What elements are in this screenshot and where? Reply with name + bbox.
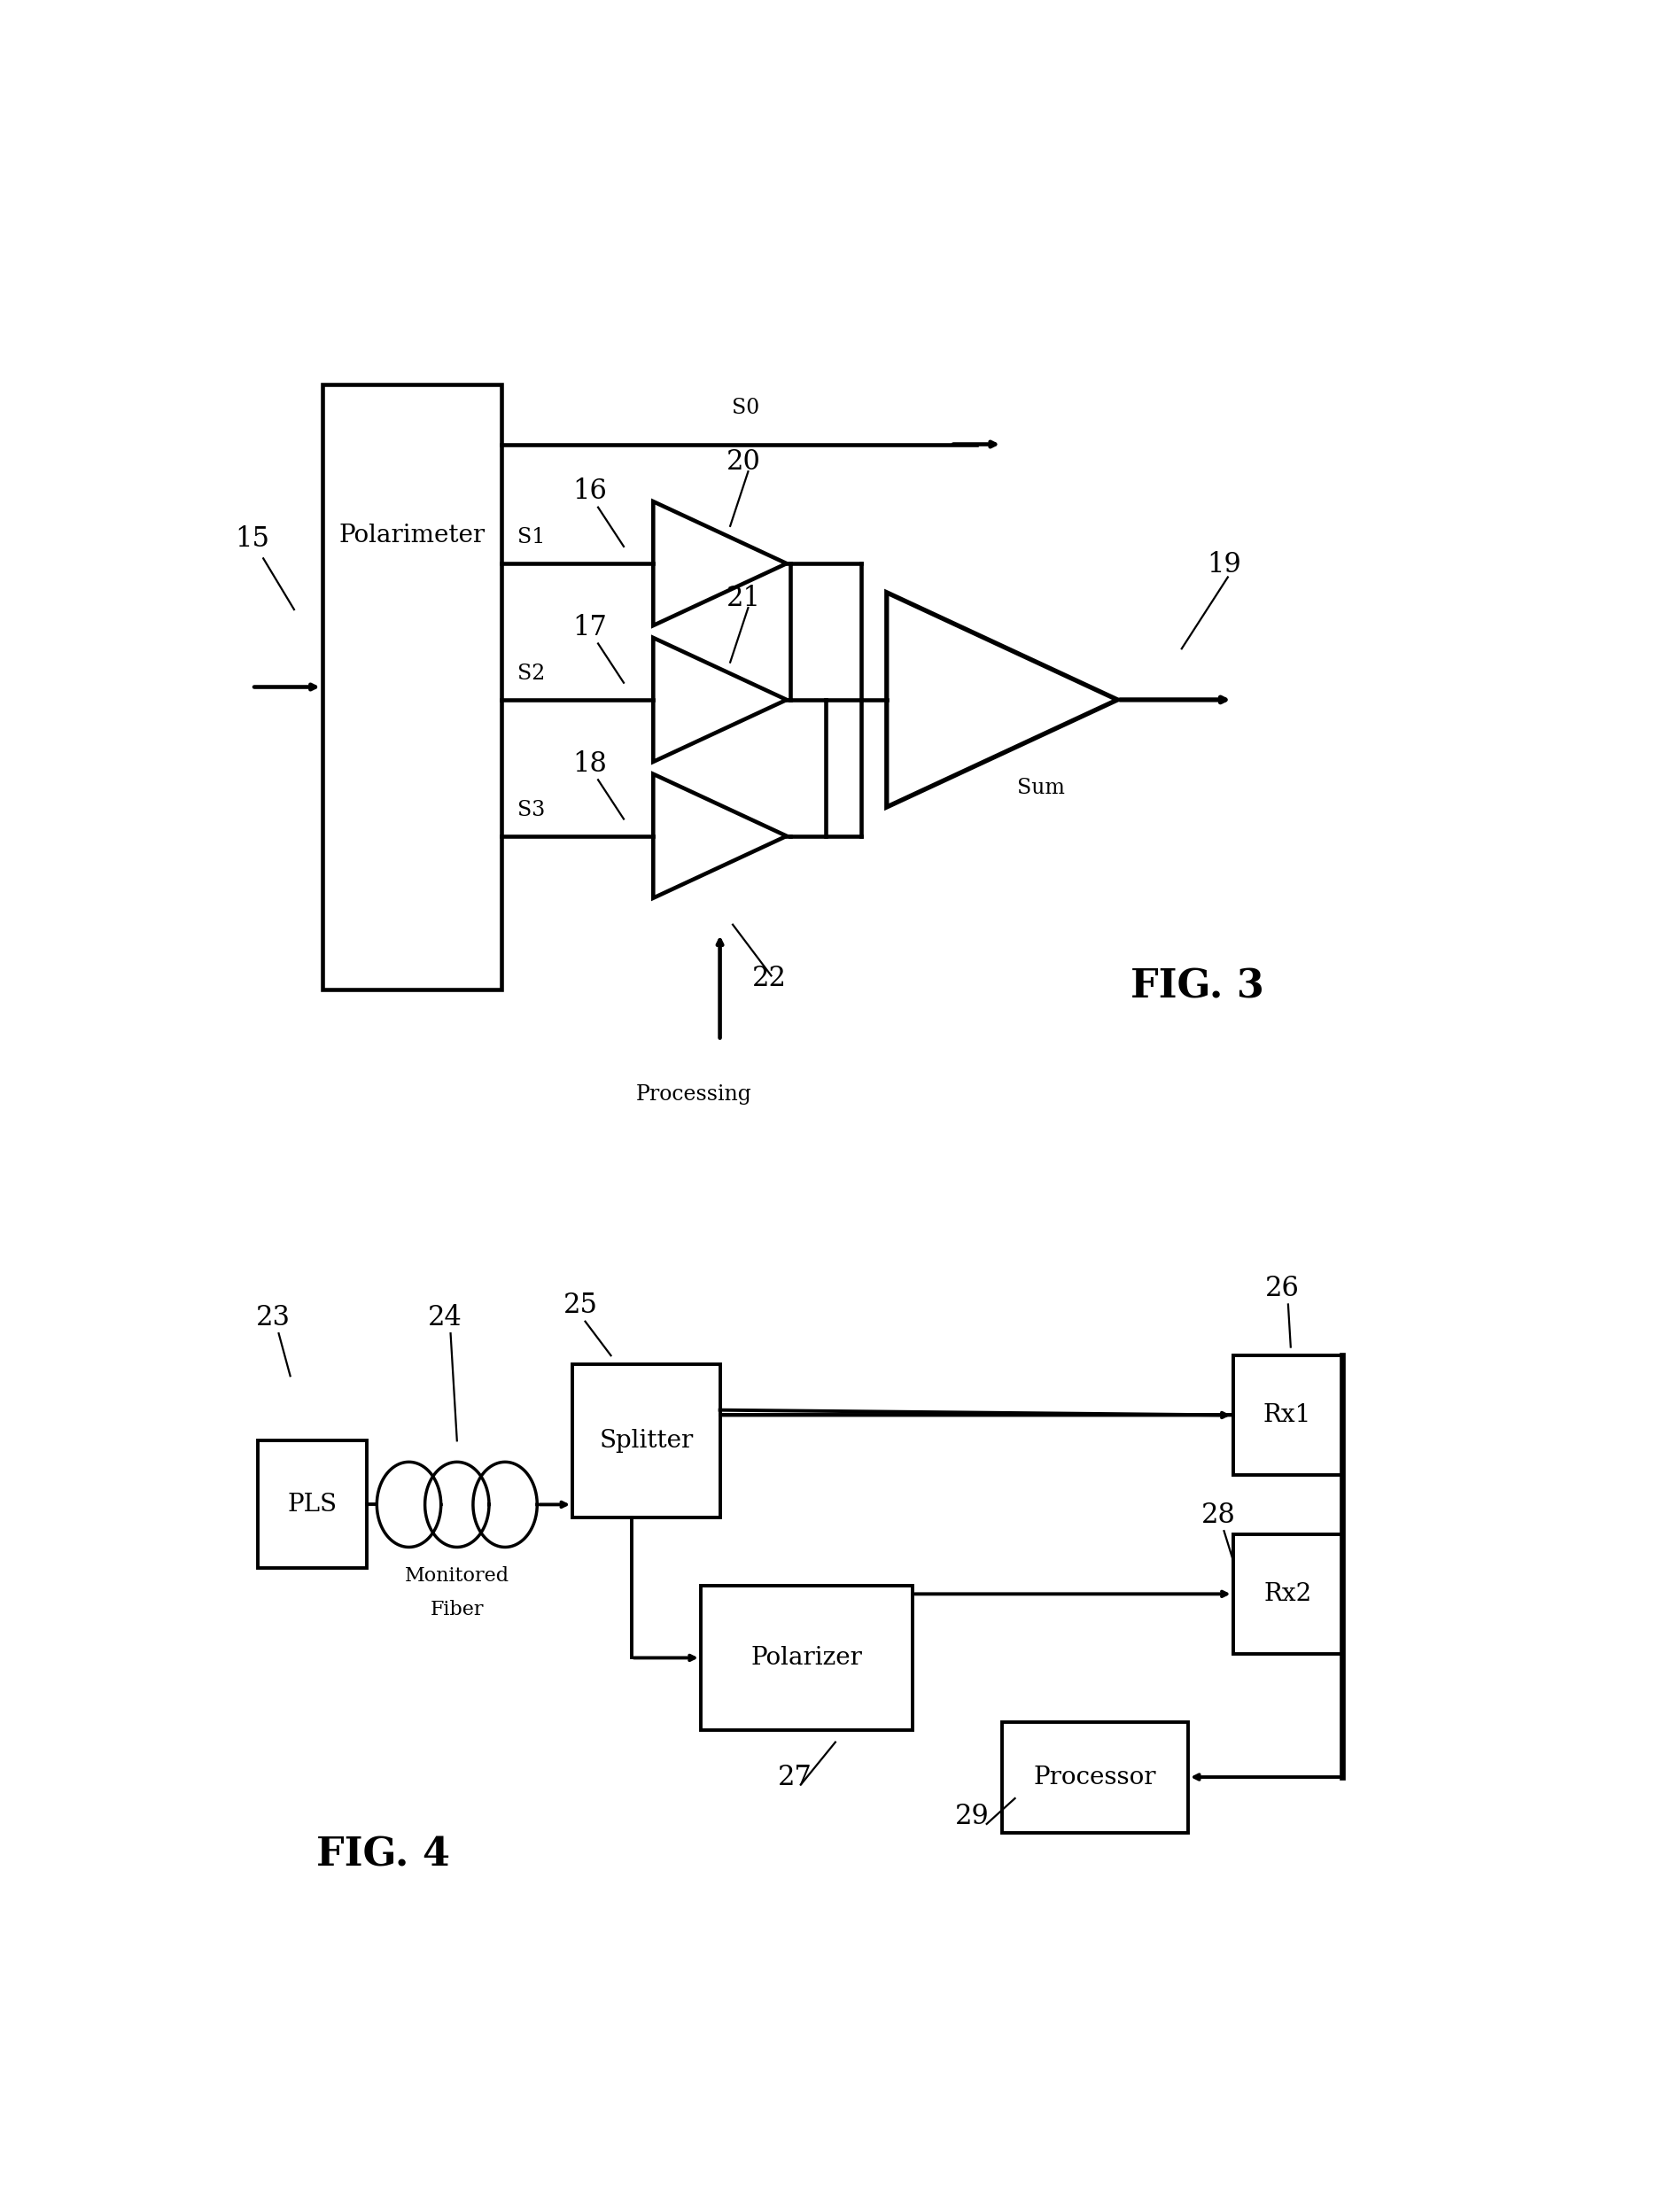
Text: 21: 21 xyxy=(727,584,761,613)
Text: Polarimeter: Polarimeter xyxy=(339,524,485,549)
Text: 23: 23 xyxy=(255,1303,290,1332)
Text: 17: 17 xyxy=(573,613,607,641)
Text: 22: 22 xyxy=(751,964,786,993)
Text: S0: S0 xyxy=(732,398,760,418)
Bar xyxy=(1233,1535,1342,1655)
Text: 25: 25 xyxy=(563,1292,597,1318)
Text: Rx1: Rx1 xyxy=(1263,1402,1311,1427)
Text: FIG. 3: FIG. 3 xyxy=(1130,967,1264,1006)
Text: FIG. 4: FIG. 4 xyxy=(316,1836,450,1874)
Text: Fiber: Fiber xyxy=(430,1599,483,1619)
Text: 19: 19 xyxy=(1208,551,1241,577)
Text: Processor: Processor xyxy=(1034,1765,1157,1790)
Text: 28: 28 xyxy=(1202,1502,1235,1528)
Text: S3: S3 xyxy=(518,801,544,821)
Bar xyxy=(1233,1356,1342,1475)
Text: 18: 18 xyxy=(573,750,607,776)
Text: Splitter: Splitter xyxy=(599,1429,693,1453)
Text: Rx2: Rx2 xyxy=(1263,1582,1311,1606)
Bar xyxy=(323,385,501,989)
Text: S1: S1 xyxy=(518,526,544,549)
Text: Processing: Processing xyxy=(636,1084,753,1104)
Text: 15: 15 xyxy=(235,524,270,553)
Text: 26: 26 xyxy=(1264,1274,1299,1303)
Bar xyxy=(258,1440,367,1568)
Text: Polarizer: Polarizer xyxy=(751,1646,862,1670)
Text: 16: 16 xyxy=(573,478,607,504)
Bar xyxy=(573,1365,720,1517)
Text: Monitored: Monitored xyxy=(405,1566,510,1586)
Bar xyxy=(700,1586,912,1730)
Bar xyxy=(1003,1721,1188,1832)
Text: Sum: Sum xyxy=(1016,776,1064,799)
Text: 29: 29 xyxy=(955,1803,990,1829)
Text: PLS: PLS xyxy=(288,1493,338,1517)
Text: 24: 24 xyxy=(427,1303,462,1332)
Text: 20: 20 xyxy=(727,449,761,476)
Text: S2: S2 xyxy=(518,664,544,684)
Text: 27: 27 xyxy=(778,1763,813,1792)
